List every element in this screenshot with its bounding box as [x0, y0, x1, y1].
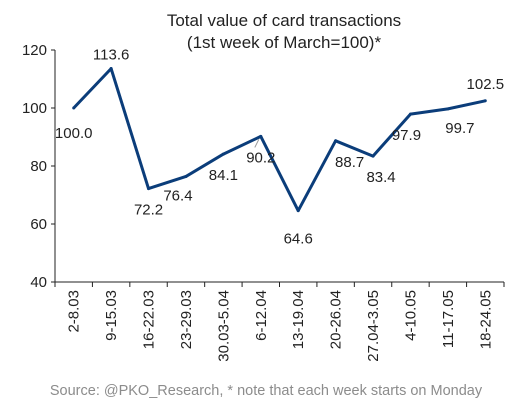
data-point	[184, 174, 188, 178]
x-tick-label: 13-19.04	[290, 290, 307, 349]
data-label: 72.2	[134, 202, 163, 219]
data-label: 102.5	[467, 76, 505, 93]
data-point	[408, 112, 412, 116]
data-point	[334, 139, 338, 143]
x-tick-label: 4-10.05	[402, 290, 419, 341]
source-note: Source: @PKO_Research, * note that each …	[50, 383, 483, 399]
x-tick-label: 27.04-3.05	[365, 290, 382, 362]
data-label: 84.1	[209, 167, 238, 184]
y-tick-label: 40	[30, 274, 47, 291]
data-label: 88.7	[335, 154, 364, 171]
data-point	[147, 187, 151, 191]
data-point	[72, 106, 76, 110]
data-label: 99.7	[445, 120, 474, 137]
x-tick-label: 16-22.03	[141, 290, 158, 349]
y-ticks: 40 60 80 100 120	[22, 42, 55, 291]
data-label: 64.6	[284, 231, 313, 248]
data-point	[483, 99, 487, 103]
label-leader	[254, 139, 260, 148]
data-point	[109, 67, 113, 71]
x-tick-label: 2-8.03	[66, 290, 83, 333]
series-group	[72, 67, 487, 213]
chart-subtitle: (1st week of March=100)*	[187, 33, 382, 52]
data-point	[221, 152, 225, 156]
x-ticks: 2-8.03 9-15.03 16-22.03 23-29.03 30.03-5.04 6…	[54, 282, 505, 362]
series-line	[72, 67, 486, 213]
data-point	[259, 134, 263, 138]
data-point	[446, 107, 450, 111]
data-label: 113.6	[93, 47, 129, 64]
y-tick-label: 120	[22, 42, 47, 59]
x-tick-label: 23-29.03	[178, 290, 195, 349]
y-tick-label: 60	[30, 216, 47, 233]
data-label: 90.2	[246, 149, 275, 166]
data-label: 100.0	[55, 125, 93, 142]
x-tick-label: 9-15.03	[103, 290, 120, 341]
data-labels: 100.0 113.6 72.276.4 84.1 90.2 64.6 88.783.4 97…	[55, 47, 504, 248]
data-label: 83.4	[366, 169, 395, 186]
x-tick-label: 20-26.04	[328, 290, 345, 349]
x-tick-label: 18-24.05	[477, 290, 494, 349]
data-point	[371, 154, 375, 158]
y-tick-label: 100	[22, 100, 47, 117]
data-point	[296, 209, 300, 213]
chart-title: Total value of card transactions	[167, 11, 401, 30]
data-label: 97.9	[392, 127, 421, 144]
x-tick-label: 11-17.05	[440, 290, 457, 348]
x-tick-label: 6-12.04	[253, 290, 270, 341]
data-label: 76.4	[163, 187, 192, 204]
x-tick-label: 30.03-5.04	[215, 290, 232, 362]
y-tick-label: 80	[30, 158, 47, 175]
